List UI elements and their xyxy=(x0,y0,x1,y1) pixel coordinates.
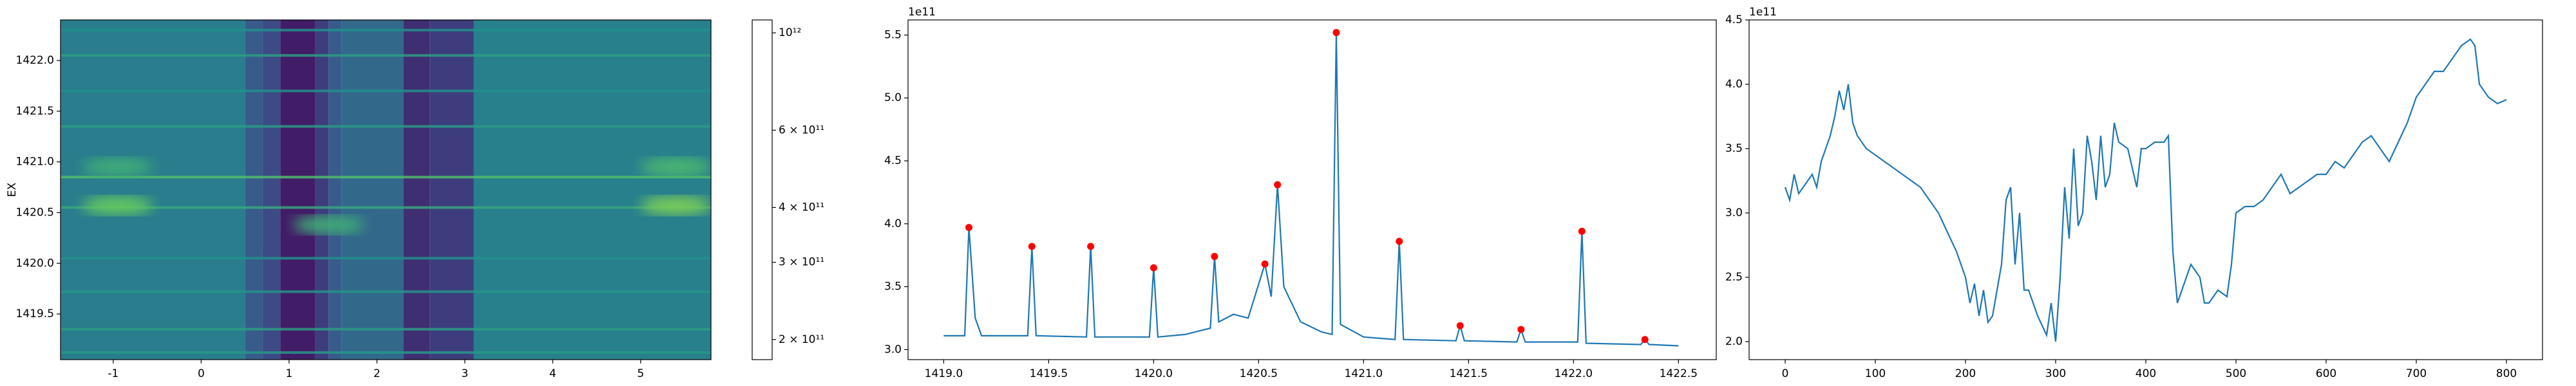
y-offset-label: 1e11 xyxy=(1749,6,1777,19)
colorbar-tick-label: 10¹² xyxy=(779,26,801,39)
x-tick-label: 600 xyxy=(2316,367,2336,380)
x-tick-label: 1420.0 xyxy=(1135,367,1173,380)
colorbar-tick-label: 4 × 10¹¹ xyxy=(779,201,824,214)
x-tick-label: 1 xyxy=(285,367,292,380)
x-tick-label: 2 xyxy=(374,367,381,380)
colorbar-tick-label: 3 × 10¹¹ xyxy=(779,256,824,269)
peak-marker xyxy=(1028,243,1036,250)
y-tick-label: 3.5 xyxy=(884,280,902,293)
peak-marker xyxy=(1396,237,1403,245)
heatmap-column xyxy=(328,20,342,360)
heatmap-column xyxy=(473,20,711,360)
x-tick-label: 5 xyxy=(637,367,644,380)
y-tick-label: 1422.0 xyxy=(16,54,54,67)
y-tick-label: 4.0 xyxy=(884,217,902,230)
y-offset-label: 1e11 xyxy=(908,6,936,19)
axes-frame xyxy=(1748,19,2543,360)
x-tick-label: 1419.5 xyxy=(1030,367,1068,380)
heatmap-blob xyxy=(82,196,153,215)
y-tick-label: 3.0 xyxy=(884,343,902,356)
x-tick-label: 500 xyxy=(2226,367,2246,380)
heatmap-image xyxy=(61,20,711,360)
x-tick-label: 3 xyxy=(461,367,468,380)
y-tick-label: 1419.5 xyxy=(16,308,54,320)
heatmap-row xyxy=(61,257,711,260)
heatmap-row xyxy=(61,125,711,128)
heatmap-column xyxy=(315,20,329,360)
peak-marker xyxy=(1274,181,1282,188)
peak-marker xyxy=(965,224,973,232)
heatmap-blob xyxy=(293,216,365,234)
y-tick-label: 4.5 xyxy=(1725,14,1743,26)
heatmap-column xyxy=(262,20,281,360)
axes-frame xyxy=(60,19,712,360)
peak-marker xyxy=(1332,29,1340,37)
x-tick-label: 1421.5 xyxy=(1450,367,1488,380)
heatmap-column xyxy=(341,20,404,360)
peak-marker xyxy=(1578,228,1586,235)
heatmap-column xyxy=(403,20,430,360)
x-tick-label: 4 xyxy=(549,367,556,380)
y-tick-label: 3.5 xyxy=(1725,142,1743,155)
peak-marker xyxy=(1087,243,1095,250)
y-tick-label: 5.0 xyxy=(884,91,902,104)
heatmap-column xyxy=(280,20,316,360)
heatmap-column xyxy=(245,20,263,360)
peak-marker xyxy=(1211,253,1218,261)
y-tick-label: 2.5 xyxy=(1725,271,1743,284)
x-tick-label: 300 xyxy=(2045,367,2066,380)
peak-marker xyxy=(1641,336,1649,344)
colorbar-tick-label: 2 × 10¹¹ xyxy=(779,333,824,346)
x-tick-label: 1422.5 xyxy=(1660,367,1698,380)
heatmap-column xyxy=(430,20,474,360)
heatmap-blob xyxy=(640,196,711,215)
y-tick-label: 1420.0 xyxy=(16,257,54,270)
y-tick-label: 1420.5 xyxy=(16,206,54,219)
y-tick-label: 1421.5 xyxy=(16,105,54,118)
x-tick-label: -1 xyxy=(108,367,118,380)
y-axis-label: EX xyxy=(6,182,19,197)
heatmap-row xyxy=(61,206,711,209)
x-tick-label: 700 xyxy=(2406,367,2427,380)
heatmap-row xyxy=(61,290,711,293)
line-series xyxy=(1784,38,2507,342)
axes-frame xyxy=(907,19,1717,360)
y-tick-label: 5.5 xyxy=(884,28,902,41)
line-series xyxy=(943,32,1679,347)
colorbar-tick-label: 6 × 10¹¹ xyxy=(779,124,824,136)
y-tick-label: 2.0 xyxy=(1725,335,1743,348)
x-tick-label: 1419.0 xyxy=(925,367,963,380)
heatmap-blob xyxy=(82,158,153,176)
x-tick-label: 1421.0 xyxy=(1345,367,1383,380)
y-tick-label: 3.0 xyxy=(1725,207,1743,219)
x-tick-label: 1422.0 xyxy=(1555,367,1593,380)
x-tick-label: 1420.5 xyxy=(1240,367,1278,380)
x-tick-label: 200 xyxy=(1955,367,1976,380)
x-tick-label: 800 xyxy=(2496,367,2517,380)
peak-marker xyxy=(1150,264,1157,271)
x-tick-label: 0 xyxy=(1782,367,1789,380)
heatmap-row xyxy=(61,89,711,93)
x-tick-label: 400 xyxy=(2136,367,2156,380)
x-tick-label: 0 xyxy=(198,367,205,380)
y-tick-label: 1421.0 xyxy=(16,156,54,169)
heatmap-row xyxy=(61,54,711,57)
heatmap-row xyxy=(61,327,711,331)
y-tick-label: 4.5 xyxy=(884,154,902,167)
heatmap-row xyxy=(61,351,711,354)
x-tick-label: 100 xyxy=(1865,367,1886,380)
peak-marker xyxy=(1456,322,1464,329)
heatmap-row xyxy=(61,176,711,179)
peak-marker xyxy=(1517,326,1525,333)
colorbar xyxy=(752,19,773,360)
y-tick-label: 4.0 xyxy=(1725,78,1743,91)
heatmap-blob xyxy=(640,158,711,176)
heatmap-row xyxy=(61,28,711,32)
heatmap-column xyxy=(61,20,245,360)
peak-marker xyxy=(1261,260,1269,268)
